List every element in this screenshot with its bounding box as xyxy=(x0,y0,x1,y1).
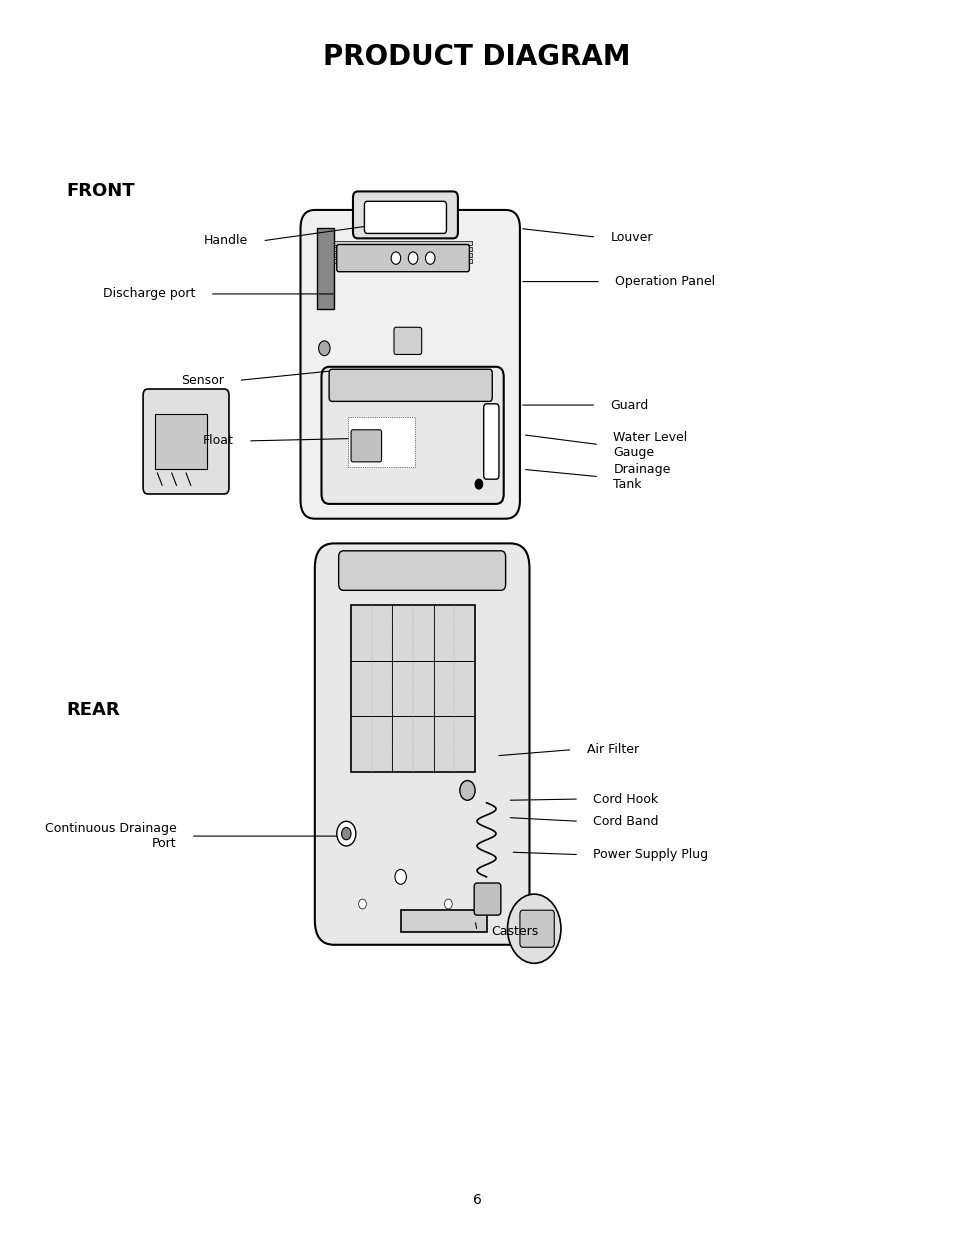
Bar xyxy=(334,247,472,251)
FancyBboxPatch shape xyxy=(474,883,500,915)
Text: Cord Band: Cord Band xyxy=(593,815,659,827)
Circle shape xyxy=(336,821,355,846)
Circle shape xyxy=(318,341,330,356)
FancyBboxPatch shape xyxy=(300,210,519,519)
Text: Casters: Casters xyxy=(491,925,538,937)
FancyBboxPatch shape xyxy=(483,404,498,479)
Text: Drainage
Tank: Drainage Tank xyxy=(613,463,670,490)
FancyBboxPatch shape xyxy=(338,551,505,590)
FancyBboxPatch shape xyxy=(314,543,529,945)
Circle shape xyxy=(425,252,435,264)
Text: Operation Panel: Operation Panel xyxy=(615,275,715,288)
Text: 6: 6 xyxy=(472,1193,481,1208)
FancyBboxPatch shape xyxy=(394,327,421,354)
Circle shape xyxy=(475,479,482,489)
Bar xyxy=(154,414,207,469)
Text: Float: Float xyxy=(203,435,233,447)
Text: FRONT: FRONT xyxy=(67,183,135,200)
Text: Sensor: Sensor xyxy=(181,374,224,387)
FancyBboxPatch shape xyxy=(353,191,457,238)
FancyBboxPatch shape xyxy=(364,201,446,233)
Text: Discharge port: Discharge port xyxy=(103,288,195,300)
Bar xyxy=(351,605,475,772)
Bar xyxy=(334,259,472,263)
Bar xyxy=(334,241,472,245)
Bar xyxy=(316,228,334,309)
Text: Handle: Handle xyxy=(204,235,248,247)
FancyBboxPatch shape xyxy=(519,910,554,947)
FancyBboxPatch shape xyxy=(351,430,381,462)
FancyBboxPatch shape xyxy=(329,369,492,401)
Bar xyxy=(348,417,415,467)
Circle shape xyxy=(341,827,351,840)
Text: Louver: Louver xyxy=(610,231,653,243)
Circle shape xyxy=(408,252,417,264)
FancyBboxPatch shape xyxy=(336,245,469,272)
Text: REAR: REAR xyxy=(67,701,120,719)
Circle shape xyxy=(444,899,452,909)
Text: Power Supply Plug: Power Supply Plug xyxy=(593,848,708,861)
Circle shape xyxy=(459,781,475,800)
Circle shape xyxy=(391,252,400,264)
Text: Cord Hook: Cord Hook xyxy=(593,793,658,805)
FancyBboxPatch shape xyxy=(321,367,503,504)
Bar xyxy=(334,253,472,257)
Circle shape xyxy=(507,894,560,963)
Text: Guard: Guard xyxy=(610,399,648,411)
FancyBboxPatch shape xyxy=(143,389,229,494)
Text: Continuous Drainage
Port: Continuous Drainage Port xyxy=(45,823,176,850)
Text: Water Level
Gauge: Water Level Gauge xyxy=(613,431,687,458)
Circle shape xyxy=(395,869,406,884)
Text: PRODUCT DIAGRAM: PRODUCT DIAGRAM xyxy=(323,43,630,72)
Text: Air Filter: Air Filter xyxy=(586,743,639,756)
Bar xyxy=(400,910,486,932)
Circle shape xyxy=(358,899,366,909)
